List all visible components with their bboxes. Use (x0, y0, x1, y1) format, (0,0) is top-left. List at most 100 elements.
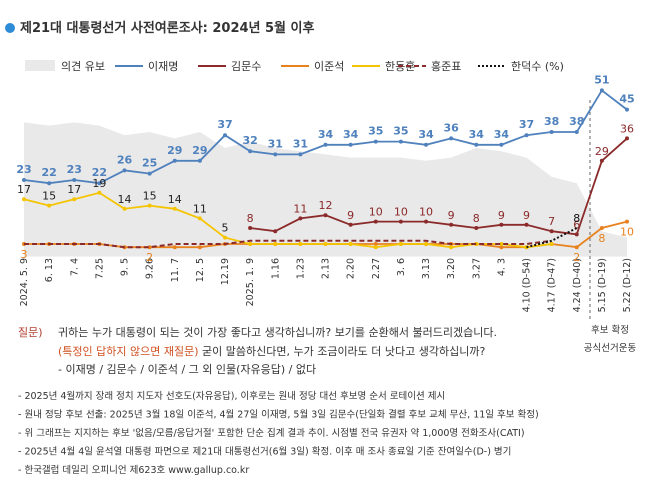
point (398, 139, 403, 144)
point (373, 242, 378, 246)
data-label: 35 (393, 125, 408, 138)
data-label: 51 (594, 73, 609, 86)
x-tick-label: 3.13 (421, 258, 432, 279)
data-label: 34 (494, 128, 510, 141)
x-tick-label: 12.19 (220, 258, 231, 285)
point (524, 133, 529, 138)
point (449, 136, 454, 141)
point (474, 142, 479, 147)
x-tick-label: 6. 13 (44, 258, 55, 282)
point (474, 226, 479, 230)
area (24, 122, 627, 257)
x-tick-label: 1.23 (295, 258, 306, 279)
point (122, 206, 127, 211)
x-tick-label: 9.26 (145, 258, 156, 279)
legend-label: 한덕수 (%) (511, 60, 564, 73)
point (223, 235, 227, 240)
x-tick-label: 3.27 (471, 258, 482, 279)
point (625, 219, 629, 224)
point (373, 139, 378, 144)
point (197, 216, 202, 221)
data-label: 25 (142, 157, 157, 170)
point (323, 213, 328, 218)
data-label: 36 (620, 122, 634, 135)
data-label: 34 (418, 128, 434, 141)
point (72, 178, 77, 182)
point (348, 142, 353, 147)
line (250, 137, 628, 236)
legend-label: 이준석 (314, 60, 344, 73)
point (524, 222, 529, 227)
point (348, 222, 353, 227)
point (122, 168, 127, 173)
data-label: 36 (443, 121, 459, 134)
point (248, 226, 253, 230)
x-tick-label: 4.17 (D-47) (547, 258, 558, 312)
data-label: 2 (573, 251, 580, 264)
footnote: - 위 그래프는 지지하는 후보 '없음/모름/응답거절' 포함한 단순 집계 … (18, 427, 525, 439)
x-tick-label: 5.15 (D-19) (597, 258, 608, 312)
point (197, 245, 202, 250)
data-label: 45 (619, 93, 634, 106)
data-label: 8 (598, 232, 605, 245)
data-label: 37 (519, 118, 534, 131)
point (197, 158, 202, 163)
data-label: 38 (569, 115, 584, 128)
point (549, 130, 554, 134)
point (574, 245, 579, 250)
point (223, 133, 227, 138)
data-label: 5 (222, 222, 229, 235)
data-label: 11 (293, 202, 307, 215)
point (599, 226, 604, 230)
line (526, 227, 578, 249)
data-label: 9 (498, 209, 505, 222)
legend-label: 의견 유보 (61, 60, 105, 73)
x-tick-label: 4.10 (D-54) (522, 258, 533, 312)
data-label: 34 (318, 128, 334, 141)
point (499, 142, 504, 147)
data-label: 29 (595, 145, 609, 158)
question-label: 질문) (18, 326, 43, 339)
annotation: 후보 확정 (591, 324, 629, 336)
x-tick-label: 12. 5 (195, 258, 206, 282)
data-label: 14 (118, 193, 132, 206)
data-label: 22 (41, 166, 56, 179)
question-text: (특정인 답하지 않으면 재질문) 굳이 말씀하신다면, 누가 조금이라도 더 … (58, 344, 485, 358)
data-label: 14 (168, 193, 182, 206)
question-text: 귀하는 누가 대통령이 되는 것이 가장 좋다고 생각하십니까? 보기를 순환해… (58, 325, 497, 339)
question-options: - 이재명 / 김문수 / 이준석 / 그 외 인물(자유응답) / 없다 (58, 363, 316, 376)
x-tick-label: 9. 5 (120, 258, 131, 276)
point (248, 149, 253, 154)
x-tick-label: 1.16 (270, 258, 281, 279)
point (273, 229, 278, 234)
data-label: 22 (92, 166, 107, 179)
data-label: 3 (21, 248, 28, 261)
data-label: 10 (620, 226, 634, 239)
line (23, 191, 552, 249)
data-label: 17 (67, 183, 81, 196)
point (298, 242, 303, 246)
data-label: 10 (419, 206, 433, 219)
data-label: 37 (217, 118, 232, 131)
x-tick-label: 5.22 (D-12) (622, 258, 633, 312)
x-tick-label: 4. 3 (496, 258, 507, 276)
line (24, 239, 552, 249)
x-tick-label: 2.27 (371, 258, 382, 279)
x-tick-label: 3. 6 (396, 258, 407, 276)
data-label: 8 (247, 212, 254, 225)
x-tick-label: 2024. 5. 9 (19, 258, 30, 306)
point (549, 242, 554, 246)
x-tick-label: 4.24 (D-40) (572, 258, 583, 312)
x-tick-label: 7. 4 (69, 258, 80, 276)
question-note: (특정인 답하지 않으면 재질문) (58, 344, 199, 358)
question-text: 굳이 말씀하신다면, 누가 조금이라도 더 낫다고 생각하십니까? (199, 344, 486, 358)
point (298, 216, 303, 221)
title-dot (5, 23, 15, 33)
legend-label: 홍준표 (431, 59, 461, 73)
data-label: 34 (469, 128, 485, 141)
plot (24, 122, 627, 257)
legend-swatch (25, 60, 55, 71)
data-label: 9 (523, 209, 530, 222)
point (248, 242, 253, 246)
